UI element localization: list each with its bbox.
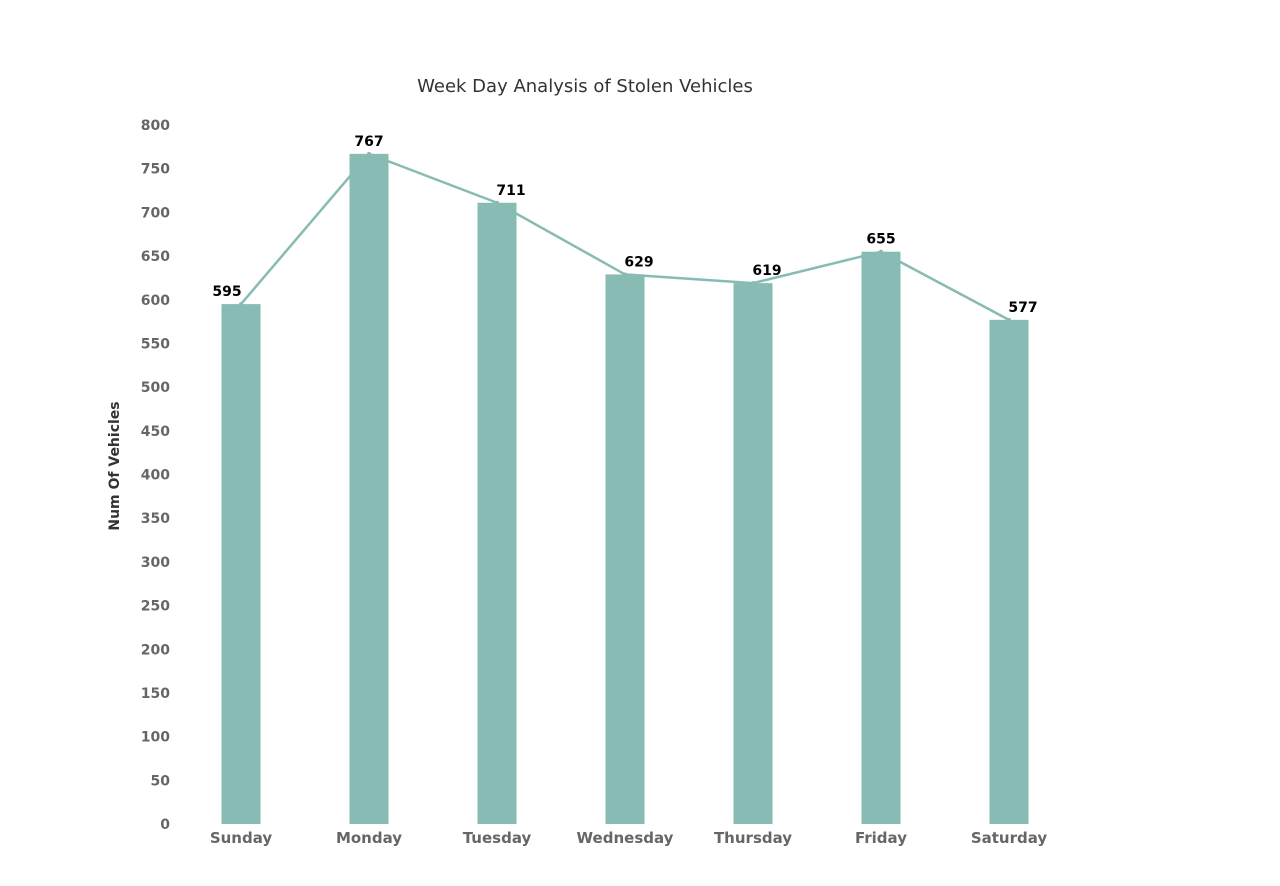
- data-label: 655: [866, 232, 895, 248]
- bar-friday: [861, 251, 901, 825]
- bar-tuesday: [477, 202, 517, 825]
- y-tick-label: 700: [141, 205, 170, 221]
- bar-saturday: [989, 319, 1029, 824]
- y-tick-label: 50: [151, 773, 171, 789]
- y-tick-label: 550: [141, 336, 170, 352]
- y-tick-label: 250: [141, 599, 170, 615]
- x-tick-label: Tuesday: [463, 829, 532, 847]
- y-tick-label: 750: [141, 162, 170, 178]
- chart-title: Week Day Analysis of Stolen Vehicles: [417, 76, 753, 97]
- y-tick-label: 200: [141, 642, 170, 658]
- line-point: [751, 281, 755, 286]
- data-label: 629: [624, 254, 653, 270]
- data-label: 711: [496, 183, 525, 199]
- line-point: [495, 200, 499, 205]
- y-tick-label: 650: [141, 249, 170, 265]
- x-tick-label: Saturday: [971, 829, 1048, 847]
- line-point: [623, 272, 627, 277]
- y-tick-label: 400: [141, 468, 170, 484]
- y-tick-label: 100: [141, 730, 170, 746]
- y-tick-label: 450: [141, 424, 170, 440]
- x-tick-label: Monday: [336, 829, 402, 847]
- x-tick-label: Friday: [855, 829, 907, 847]
- y-tick-label: 500: [141, 380, 170, 396]
- line-point: [239, 302, 243, 307]
- line-point: [879, 249, 883, 254]
- line-point: [367, 151, 371, 156]
- y-tick-label: 300: [141, 555, 170, 571]
- x-tick-label: Thursday: [714, 829, 792, 847]
- y-tick-label: 350: [141, 511, 170, 527]
- data-label: 595: [212, 284, 241, 300]
- bar-wednesday: [605, 274, 645, 824]
- bar-monday: [349, 153, 389, 825]
- data-label: 767: [354, 134, 383, 150]
- line-point: [1007, 317, 1011, 322]
- y-tick-label: 0: [160, 817, 170, 833]
- bar-thursday: [733, 283, 773, 824]
- data-label: 619: [752, 263, 781, 279]
- data-label: 577: [1008, 300, 1037, 316]
- y-tick-label: 600: [141, 293, 170, 309]
- x-tick-label: Sunday: [210, 829, 273, 847]
- y-tick-label: 150: [141, 686, 170, 702]
- x-tick-label: Wednesday: [577, 829, 674, 847]
- y-tick-label: 800: [141, 118, 170, 134]
- bar-sunday: [221, 304, 261, 824]
